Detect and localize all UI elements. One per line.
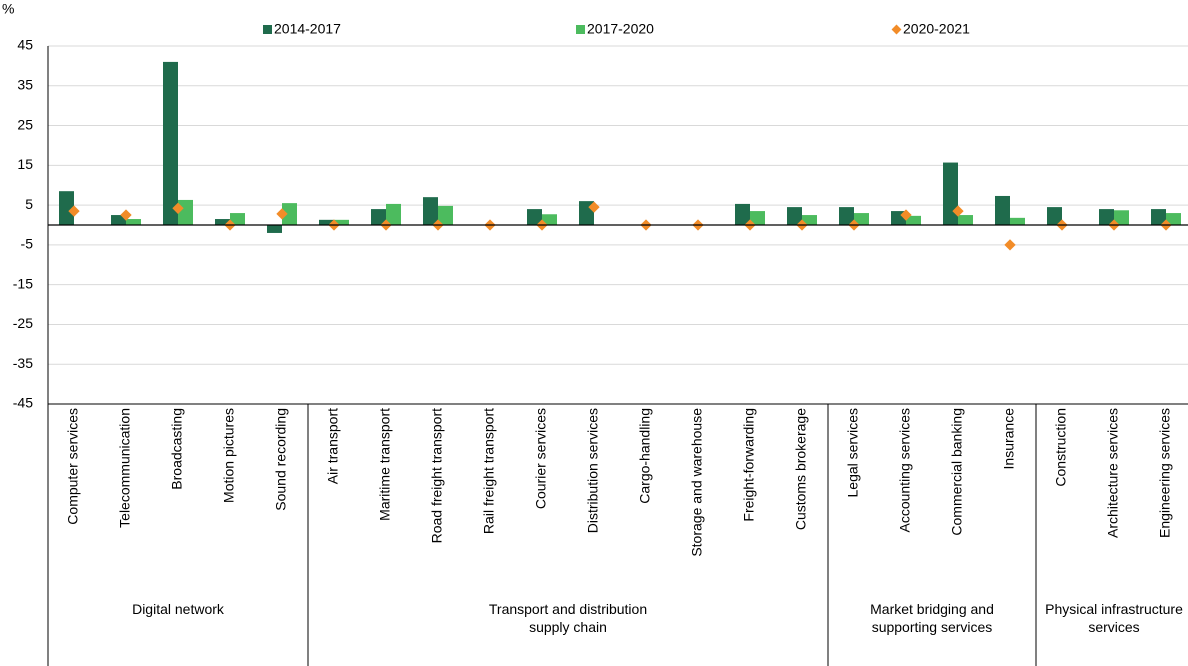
bar <box>267 225 282 233</box>
y-tick-label: 35 <box>17 76 33 92</box>
legend-swatch <box>891 24 902 35</box>
legend-label: 2014-2017 <box>274 21 341 37</box>
bar <box>1114 210 1129 225</box>
bar <box>111 215 126 225</box>
legend-swatch <box>576 25 585 34</box>
x-tick-label: Air transport <box>325 408 341 484</box>
legend-label: 2017-2020 <box>587 21 654 37</box>
bar <box>126 219 141 225</box>
bar <box>59 191 74 225</box>
bar <box>1151 209 1166 225</box>
y-tick-label: 15 <box>17 156 33 172</box>
marker <box>172 202 184 214</box>
x-tick-label: Road freight transport <box>429 408 445 544</box>
bar <box>386 203 401 225</box>
bar <box>163 61 178 226</box>
x-tick-label: Accounting services <box>897 408 913 533</box>
bar <box>230 213 245 225</box>
y-tick-label: -15 <box>13 275 33 291</box>
marker <box>1004 239 1016 251</box>
x-tick-label: Courier services <box>533 408 549 509</box>
x-tick-label: Maritime transport <box>377 408 393 521</box>
bar <box>802 215 817 225</box>
bar <box>943 162 958 225</box>
bar <box>1010 217 1025 225</box>
group-label: Transport and distribution supply chain <box>488 601 648 635</box>
x-tick-label: Freight-forwarding <box>741 408 757 522</box>
bar <box>438 205 453 225</box>
bar <box>995 195 1010 225</box>
y-tick-label: 5 <box>25 196 33 212</box>
bar <box>839 207 854 225</box>
bar <box>958 215 973 225</box>
x-tick-label: Engineering services <box>1157 408 1173 538</box>
group-label: Digital network <box>132 601 224 617</box>
x-tick-label: Motion pictures <box>221 408 237 503</box>
bar <box>371 209 386 225</box>
legend-swatch <box>263 25 272 34</box>
y-tick-label: 45 <box>17 37 33 53</box>
bar <box>215 219 230 225</box>
y-axis-label: % <box>2 1 14 17</box>
bar <box>854 213 869 225</box>
x-tick-label: Computer services <box>65 408 81 525</box>
bar <box>1166 213 1181 225</box>
marker <box>952 205 964 217</box>
bar <box>1099 209 1114 225</box>
x-tick-label: Customs brokerage <box>793 408 809 530</box>
y-tick-label: 25 <box>17 116 33 132</box>
bar <box>787 207 802 225</box>
bar <box>319 219 334 225</box>
x-tick-label: Telecommunication <box>117 408 133 528</box>
bar <box>735 203 750 225</box>
x-tick-label: Legal services <box>845 408 861 498</box>
bar <box>1047 207 1062 225</box>
bar <box>542 214 557 225</box>
bar <box>527 209 542 225</box>
marker <box>276 208 288 220</box>
x-tick-label: Sound recording <box>273 408 289 511</box>
x-tick-label: Architecture services <box>1105 408 1121 538</box>
legend-label: 2020-2021 <box>903 21 970 37</box>
x-tick-label: Storage and warehouse <box>689 408 705 557</box>
x-tick-label: Cargo-handling <box>637 408 653 504</box>
x-tick-label: Broadcasting <box>169 408 185 490</box>
y-tick-label: -45 <box>13 395 33 411</box>
y-tick-label: -25 <box>13 315 33 331</box>
marker <box>588 201 600 213</box>
bar <box>334 219 349 225</box>
bar <box>423 197 438 225</box>
bar <box>178 199 193 225</box>
x-tick-label: Construction <box>1053 408 1069 487</box>
x-tick-label: Insurance <box>1001 408 1017 470</box>
y-tick-label: -35 <box>13 355 33 371</box>
group-label: Market bridging and supporting services <box>870 601 994 635</box>
group-label: Physical infrastructure services <box>1045 601 1183 635</box>
x-tick-label: Commercial banking <box>949 408 965 536</box>
y-tick-label: -5 <box>21 236 34 252</box>
bar <box>750 211 765 225</box>
marker <box>900 209 912 221</box>
bar <box>906 215 921 225</box>
x-tick-label: Distribution services <box>585 408 601 533</box>
bar <box>282 203 297 225</box>
x-tick-label: Rail freight transport <box>481 408 497 534</box>
